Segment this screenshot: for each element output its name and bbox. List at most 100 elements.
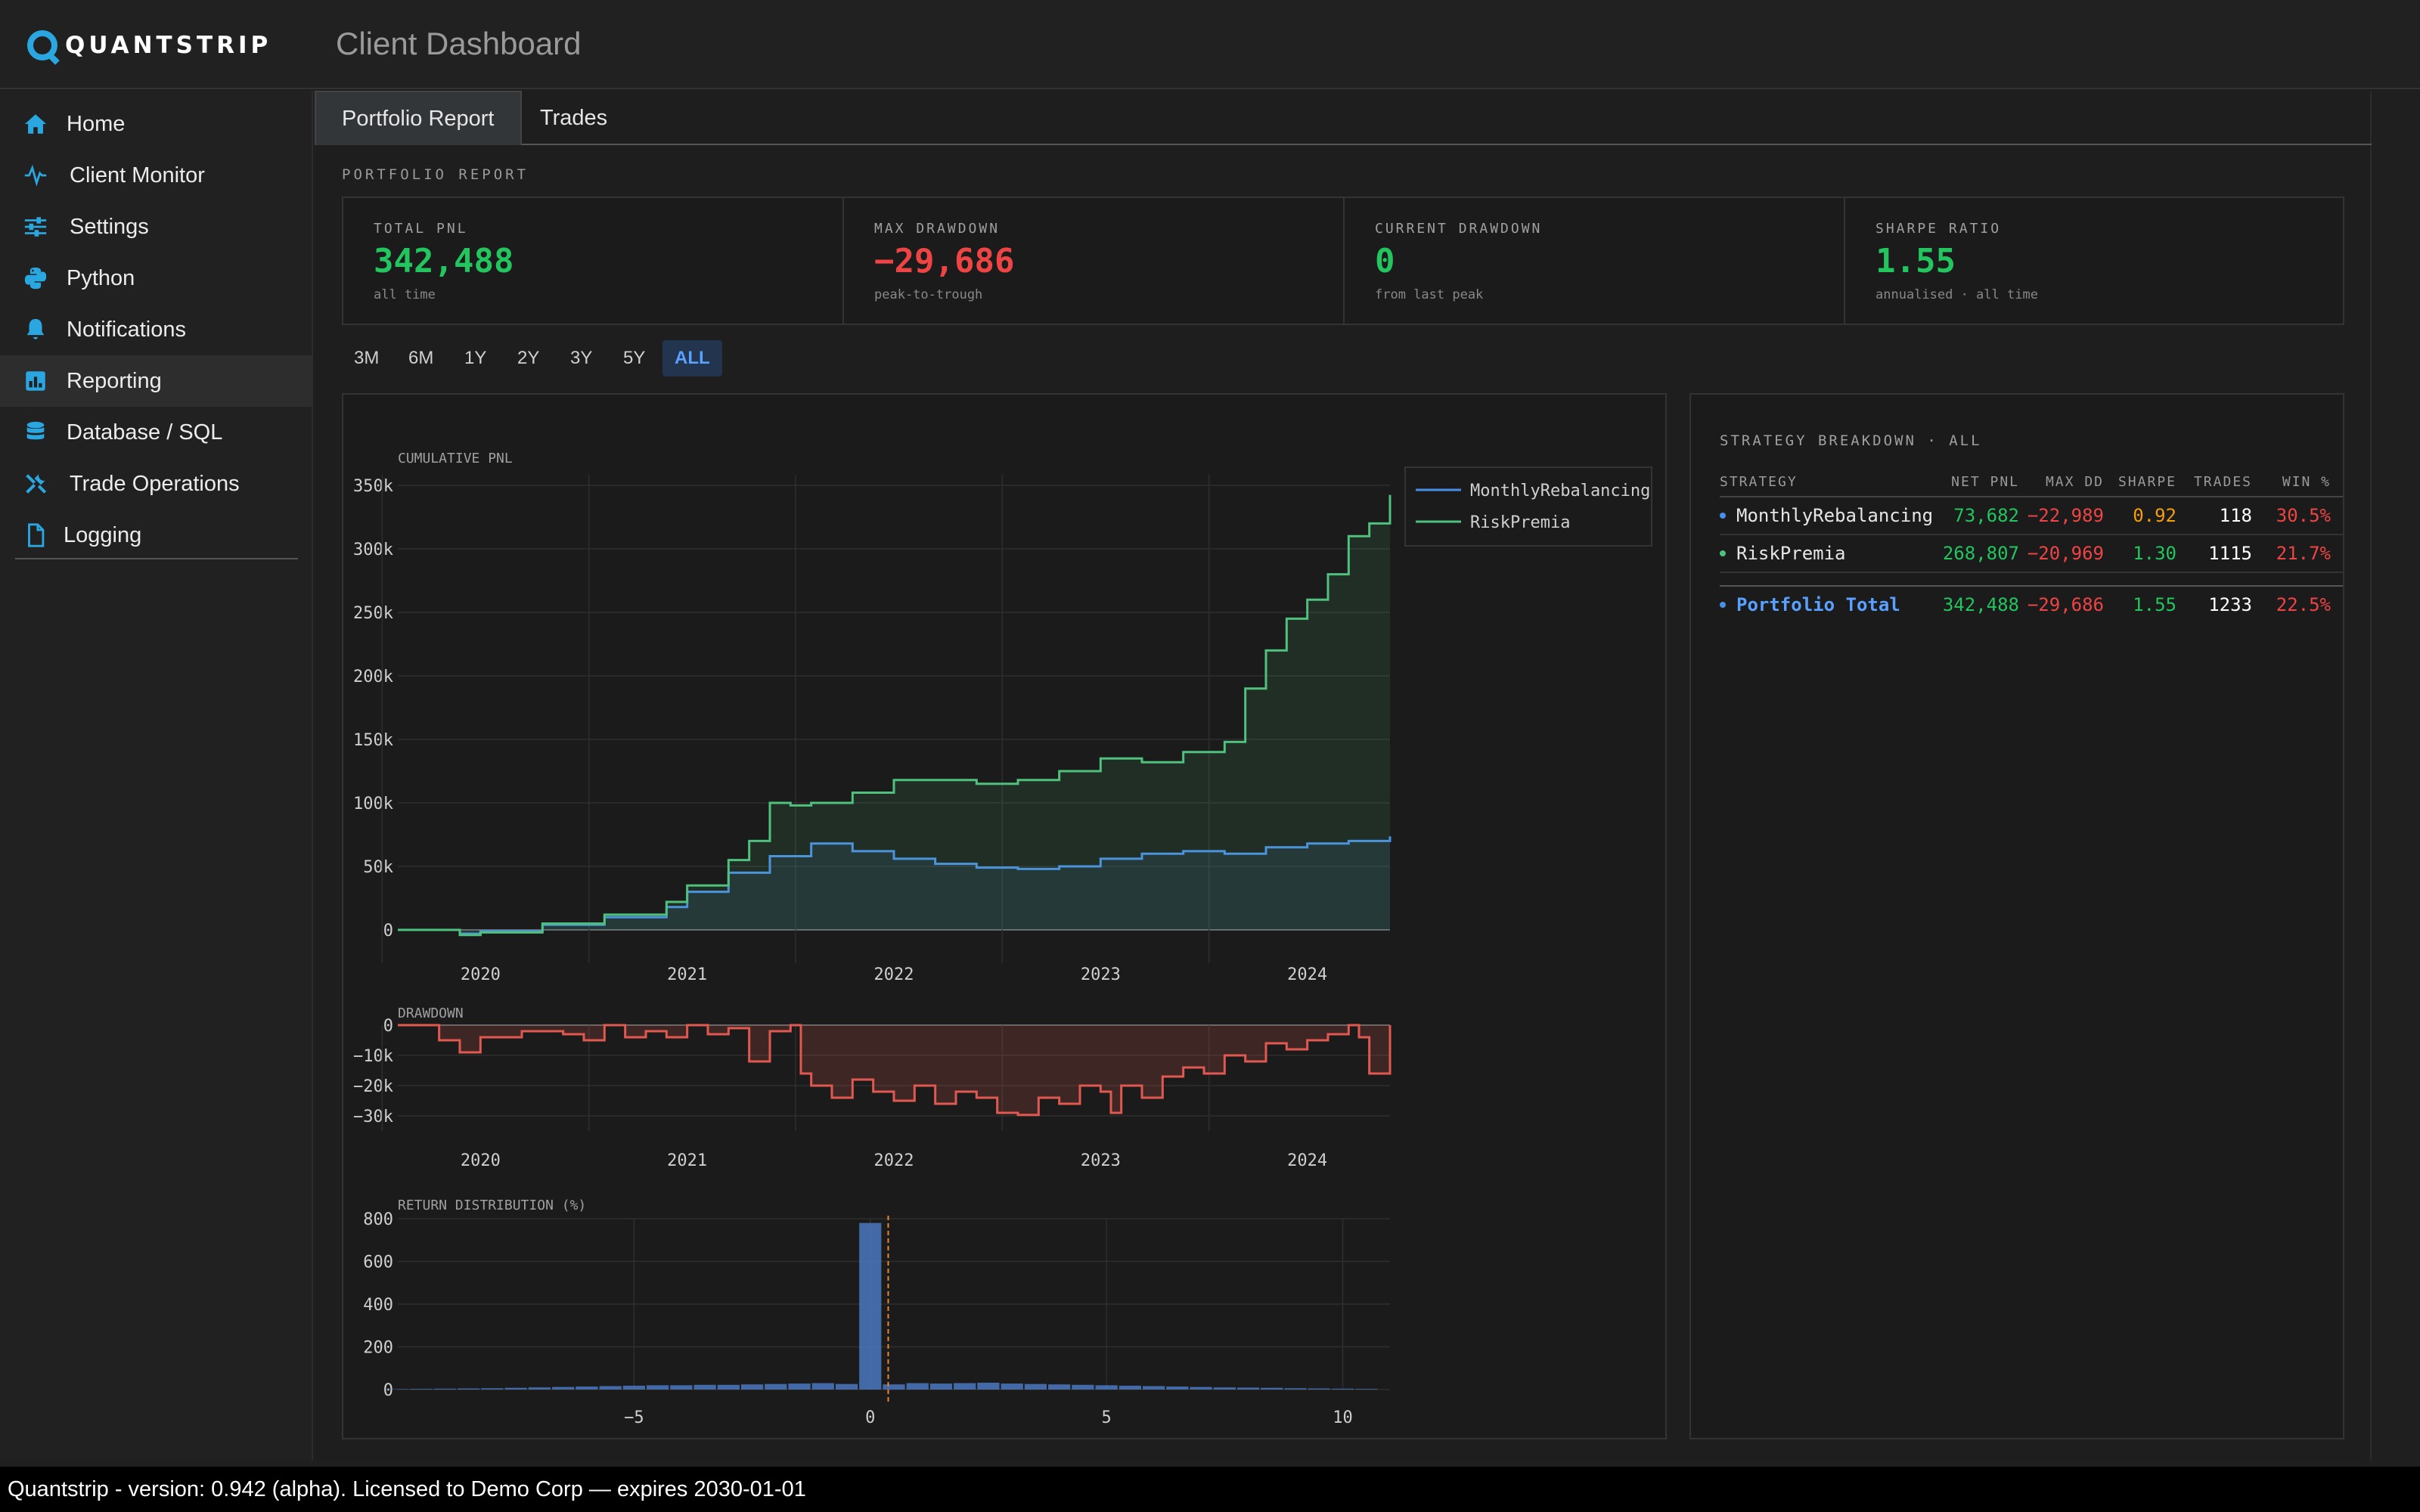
histogram-bar: [859, 1222, 882, 1390]
range-button-1y[interactable]: 1Y: [464, 348, 487, 368]
sidebar-item-reporting[interactable]: Reporting: [0, 355, 313, 407]
tab-portfolio-report[interactable]: Portfolio Report: [315, 91, 522, 145]
x-tick-label: −5: [624, 1408, 644, 1427]
kpi-subtitle: all time: [374, 287, 436, 302]
kpi-value: 0: [1375, 242, 1395, 280]
file-icon: [28, 523, 45, 547]
series-area-MonthlyRebalancing: [398, 836, 1390, 934]
table-row[interactable]: RiskPremia 268,807 −20,969 1.30 1115 21.…: [1720, 535, 2343, 573]
sharpe-cell: 1.30: [2133, 543, 2176, 564]
max-dd-cell: −20,969: [2027, 543, 2104, 564]
tools-icon: [26, 474, 47, 494]
histogram-bar: [599, 1386, 622, 1390]
range-button-3y[interactable]: 3Y: [570, 348, 593, 368]
histogram-bar: [576, 1387, 598, 1390]
series-line-RiskPremia: [398, 494, 1392, 937]
strategy-name: MonthlyRebalancing: [1736, 505, 1934, 526]
y-tick-label: 50k: [363, 858, 393, 877]
histogram-bar: [528, 1387, 551, 1390]
kpi-subtitle: from last peak: [1375, 287, 1484, 302]
series-dot: [1720, 550, 1726, 556]
section-label: PORTFOLIO REPORT: [342, 166, 529, 183]
histogram-bar: [1072, 1384, 1094, 1390]
main-content: Portfolio Report Trades PORTFOLIO REPORT…: [315, 91, 2372, 1461]
y-tick-label: 0: [383, 1381, 393, 1400]
histogram-bar: [1331, 1388, 1354, 1390]
kpi-current-drawdown: CURRENT DRAWDOWN 0 from last peak: [1345, 198, 1845, 324]
tab-trades[interactable]: Trades: [540, 105, 608, 130]
strategy-name-cell: Portfolio Total: [1720, 587, 1900, 623]
histogram-bar: [1261, 1387, 1283, 1390]
histogram-bar: [717, 1384, 740, 1390]
x-tick-label: 2023: [1081, 965, 1121, 984]
net-pnl-cell: 342,488: [1942, 594, 2019, 615]
series-dot: [1720, 513, 1726, 519]
y-tick-label: 800: [363, 1210, 393, 1229]
y-tick-label: 200: [363, 1339, 393, 1358]
sharpe-cell: 1.55: [2133, 594, 2176, 615]
breakdown-table: STRATEGY NET PNL MAX DD SHARPE TRADES WI…: [1720, 467, 2343, 623]
sidebar-item-label: Home: [67, 111, 126, 136]
kpi-value: 342,488: [374, 242, 514, 280]
histogram-bar: [906, 1383, 929, 1390]
histogram-bar: [410, 1389, 433, 1390]
strategy-name: RiskPremia: [1736, 543, 1846, 564]
sidebar-item-trade-operations[interactable]: Trade Operations: [0, 458, 313, 510]
charts-canvas[interactable]: CUMULATIVE PNL 0 50k 100k 150k 200k 250k 300k 35…: [343, 395, 1667, 1439]
sharpe-cell: 0.92: [2133, 505, 2176, 526]
histogram-bar: [1024, 1383, 1047, 1390]
kpi-value: −29,686: [874, 242, 1015, 280]
x-tick-label: 2024: [1287, 1151, 1327, 1170]
kpi-label: SHARPE RATIO: [1876, 221, 2002, 237]
sidebar-item-database-sql[interactable]: Database / SQL: [0, 407, 313, 458]
range-button-all[interactable]: ALL: [662, 340, 722, 376]
sidebar-item-notifications[interactable]: Notifications: [0, 304, 313, 355]
y-tick-label: −20k: [353, 1077, 393, 1096]
range-button-3m[interactable]: 3M: [354, 348, 380, 368]
chart-title: CUMULATIVE PNL: [398, 451, 513, 466]
trades-cell: 1233: [2208, 594, 2252, 615]
kpi-cards: TOTAL PNL 342,488 all time MAX DRAWDOWN …: [342, 197, 2344, 325]
y-tick-label: 0: [383, 1017, 393, 1036]
sidebar-item-home[interactable]: Home: [0, 98, 313, 150]
y-tick-label: 300k: [353, 541, 393, 559]
x-tick-label: 2022: [874, 965, 914, 984]
brand-logo[interactable]: QUANTSTRIP: [27, 29, 271, 62]
chart-title: DRAWDOWN: [398, 1005, 464, 1021]
y-tick-label: 350k: [353, 477, 393, 496]
series-dot: [1720, 602, 1726, 608]
sidebar-item-logging[interactable]: Logging: [0, 510, 313, 561]
range-button-2y[interactable]: 2Y: [517, 348, 540, 368]
sidebar-item-label: Logging: [64, 522, 142, 547]
table-row[interactable]: MonthlyRebalancing 73,682 −22,989 0.92 1…: [1720, 497, 2343, 535]
sidebar-item-settings[interactable]: Settings: [0, 201, 313, 253]
histogram-bar: [1284, 1388, 1307, 1390]
histogram-bar: [1143, 1386, 1165, 1390]
x-tick-label: 2020: [461, 965, 501, 984]
net-pnl-cell: 73,682: [1953, 505, 2019, 526]
trades-cell: 118: [2219, 505, 2252, 526]
y-tick-label: 150k: [353, 731, 393, 750]
column-header-sharpe: SHARPE: [2118, 473, 2176, 490]
histogram-bar: [670, 1385, 693, 1390]
sidebar-item-label: Python: [67, 265, 135, 290]
histogram-bar: [693, 1384, 716, 1390]
histogram-bar: [386, 1389, 409, 1390]
histogram-bar: [647, 1385, 669, 1390]
histogram-bar: [811, 1383, 834, 1390]
range-button-5y[interactable]: 5Y: [623, 348, 646, 368]
win-pct-cell: 21.7%: [2276, 543, 2331, 564]
range-button-6m[interactable]: 6M: [408, 348, 434, 368]
histogram-bar: [458, 1388, 480, 1390]
histogram-bar: [954, 1383, 976, 1390]
y-tick-label: 0: [383, 922, 393, 940]
histogram-bar: [1213, 1387, 1236, 1390]
quantstrip-q-logo-icon: [27, 30, 57, 60]
table-total-row[interactable]: Portfolio Total 342,488 −29,686 1.55 123…: [1720, 585, 2343, 623]
sliders-icon: [24, 217, 47, 237]
status-footer: Quantstrip - version: 0.942 (alpha). Lic…: [0, 1467, 2420, 1512]
y-tick-label: 100k: [353, 795, 393, 813]
legend-label: RiskPremia: [1470, 513, 1570, 532]
sidebar-item-client-monitor[interactable]: Client Monitor: [0, 150, 313, 201]
sidebar-item-python[interactable]: Python: [0, 253, 313, 304]
